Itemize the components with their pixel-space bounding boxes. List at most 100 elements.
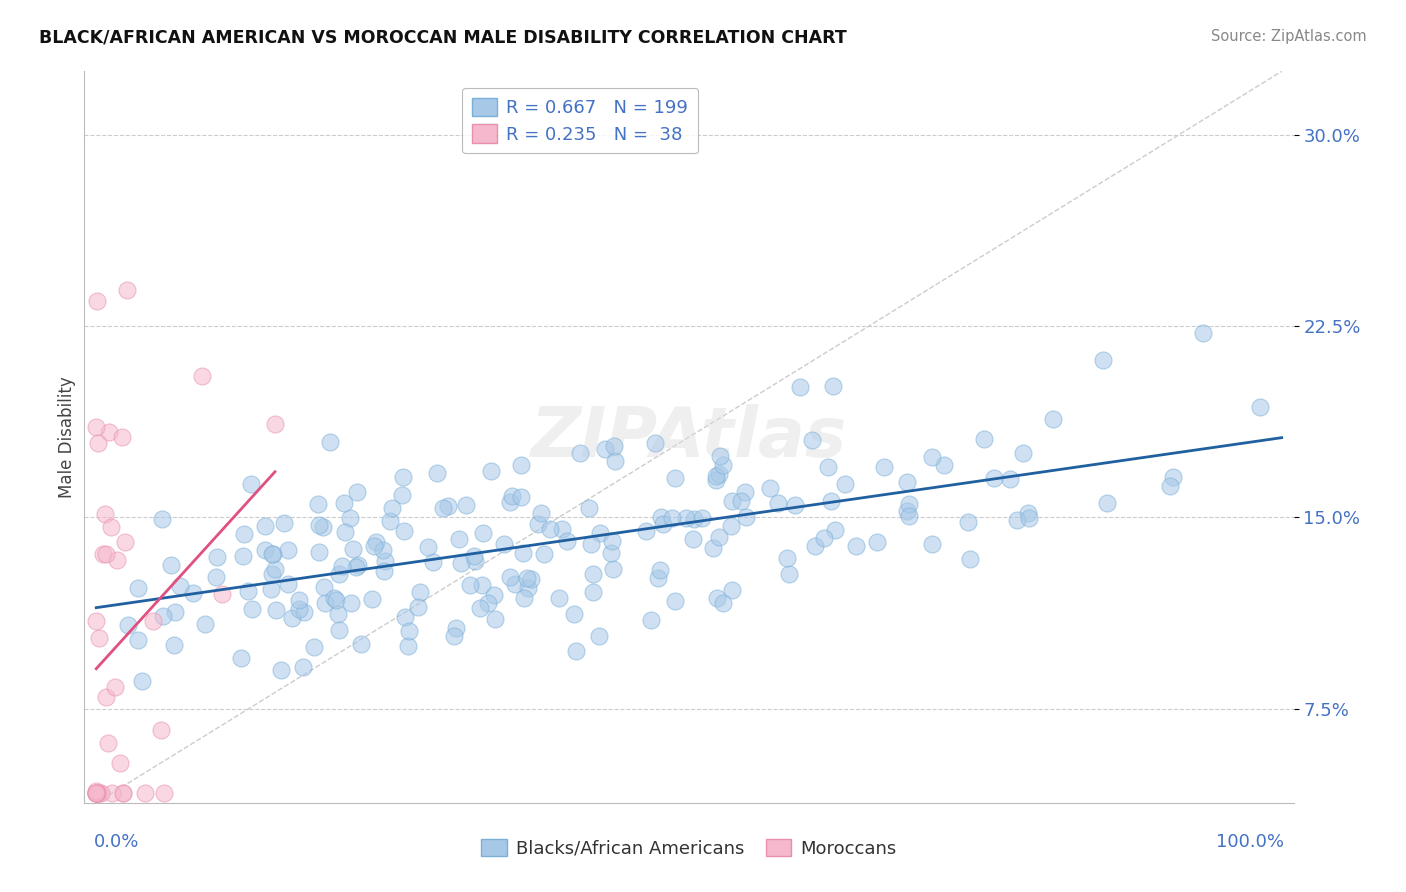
Point [605,453,627,467]
Point [720,519,742,533]
Point [450,556,472,570]
Point [501,490,523,504]
Point [330,559,353,574]
Point [873,460,896,475]
Point [373,564,395,578]
Point [713,458,735,472]
Point [100,520,122,534]
Point [287,593,309,607]
Point [664,594,686,608]
Point [364,535,387,549]
Point [277,577,299,591]
Point [432,500,454,515]
Point [709,530,731,544]
Point [785,498,807,512]
Point [342,542,364,557]
Point [108,756,131,770]
Point [454,498,477,512]
Point [84,786,107,800]
Point [499,494,522,508]
Point [578,501,600,516]
Point [800,433,823,447]
Point [396,639,419,653]
Point [291,659,314,673]
Point [1192,326,1215,341]
Point [499,570,522,584]
Point [86,786,108,800]
Point [593,442,616,456]
Point [361,592,384,607]
Point [418,540,440,554]
Point [734,485,756,500]
Point [956,515,979,529]
Point [93,507,115,521]
Point [270,663,292,677]
Text: Source: ZipAtlas.com: Source: ZipAtlas.com [1211,29,1367,44]
Point [513,591,536,606]
Point [339,510,361,524]
Point [240,602,263,616]
Point [647,571,669,585]
Point [114,535,136,549]
Point [398,624,420,639]
Point [709,467,731,481]
Text: 0.0%: 0.0% [94,833,139,851]
Point [86,419,108,434]
Point [312,520,335,534]
Point [319,435,342,450]
Point [720,493,742,508]
Point [346,485,368,500]
Point [804,539,827,553]
Point [312,580,335,594]
Point [207,550,229,565]
Point [111,430,134,444]
Point [84,786,107,800]
Point [959,552,981,566]
Point [446,621,468,635]
Point [1091,352,1114,367]
Point [229,651,252,665]
Point [1017,506,1039,520]
Point [392,524,415,538]
Point [97,425,120,440]
Point [381,500,404,515]
Point [516,571,538,585]
Point [548,591,571,605]
Point [273,516,295,530]
Point [562,607,585,621]
Point [983,470,1005,484]
Point [820,493,842,508]
Point [704,473,727,487]
Point [333,496,356,510]
Point [447,532,470,546]
Point [648,563,671,577]
Point [582,566,605,581]
Point [328,566,350,581]
Point [602,562,624,576]
Point [675,511,697,525]
Point [998,472,1021,486]
Point [94,690,117,705]
Point [263,562,285,576]
Point [776,551,799,566]
Y-axis label: Male Disability: Male Disability [58,376,76,498]
Point [766,496,789,510]
Point [509,491,531,505]
Point [458,578,481,592]
Point [778,567,800,582]
Point [555,533,578,548]
Text: 100.0%: 100.0% [1216,833,1284,851]
Point [127,581,149,595]
Point [347,558,370,573]
Text: BLACK/AFRICAN AMERICAN VS MOROCCAN MALE DISABILITY CORRELATION CHART: BLACK/AFRICAN AMERICAN VS MOROCCAN MALE … [39,29,848,46]
Point [704,469,727,483]
Point [409,585,432,599]
Point [921,450,943,464]
Point [378,514,401,528]
Point [84,614,107,628]
Point [104,681,127,695]
Point [527,517,550,532]
Point [111,786,134,800]
Point [600,533,623,548]
Point [204,570,226,584]
